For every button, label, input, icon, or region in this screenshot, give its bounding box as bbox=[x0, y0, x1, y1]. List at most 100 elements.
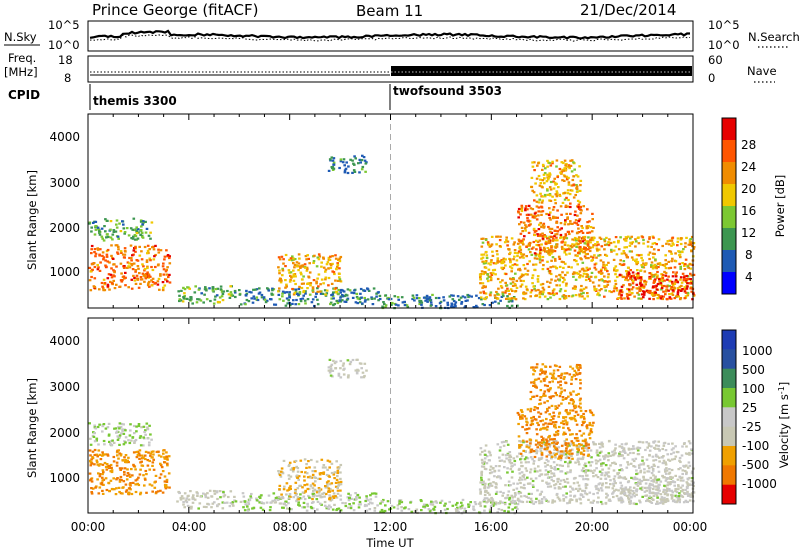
velocity-cell-8 bbox=[572, 444, 576, 447]
power-cell-10 bbox=[689, 278, 692, 281]
velocity-cell-7 bbox=[554, 483, 558, 486]
power-cell-7 bbox=[509, 265, 512, 268]
power-cell-7 bbox=[554, 239, 557, 242]
power-cell-6 bbox=[403, 300, 406, 303]
power-cell-6 bbox=[442, 299, 446, 302]
power-cell-7 bbox=[652, 266, 655, 269]
velocity-cell-3 bbox=[261, 508, 265, 511]
power-cell-3 bbox=[245, 292, 249, 295]
velocity-cell-8 bbox=[540, 453, 544, 456]
power-cell-3 bbox=[371, 303, 375, 306]
power-cell-7 bbox=[654, 273, 658, 276]
power-cell-0 bbox=[136, 265, 140, 268]
power-cell-0 bbox=[88, 279, 92, 282]
power-cell-7 bbox=[676, 240, 680, 243]
velocity-cell-0 bbox=[90, 462, 94, 465]
velocity-cell-4 bbox=[330, 482, 334, 485]
power-cell-0 bbox=[152, 248, 156, 251]
velocity-cell-7 bbox=[568, 444, 571, 447]
velocity-cell-4 bbox=[297, 475, 301, 478]
velocity-cell-7 bbox=[553, 466, 557, 469]
power-cell-8 bbox=[564, 219, 567, 222]
power-cell-7 bbox=[583, 255, 587, 258]
power-cell-9 bbox=[563, 175, 567, 178]
velocity-cell-0 bbox=[135, 478, 139, 481]
power-cell-9 bbox=[563, 159, 567, 162]
power-cell-4 bbox=[297, 262, 301, 265]
power-cell-9 bbox=[540, 201, 544, 204]
power-cell-0 bbox=[88, 266, 92, 269]
velocity-cell-2 bbox=[197, 507, 200, 510]
velocity-cell-1 bbox=[144, 429, 147, 432]
velocity-cell-7 bbox=[670, 468, 674, 472]
power-cell-0 bbox=[116, 251, 119, 254]
power-cell-2 bbox=[238, 293, 242, 296]
velocity-cell-8 bbox=[568, 417, 572, 420]
power-cell-8 bbox=[520, 204, 524, 207]
power-cell-7 bbox=[582, 287, 586, 290]
power-cell-4 bbox=[330, 282, 334, 285]
velocity-cell-0 bbox=[100, 483, 104, 486]
power-cell-0 bbox=[102, 287, 105, 290]
velocity-cell-7 bbox=[487, 499, 490, 502]
velocity-cell-4 bbox=[333, 471, 337, 474]
velocity-cell-6 bbox=[413, 509, 417, 513]
power-cell-7 bbox=[622, 263, 625, 266]
power-cell-8 bbox=[533, 230, 537, 233]
velocity-cell-1 bbox=[146, 428, 150, 431]
velocity-cell-2 bbox=[202, 492, 205, 495]
velocity-cell-8 bbox=[555, 452, 558, 455]
velocity-cell-7 bbox=[484, 482, 487, 485]
power-cell-7 bbox=[679, 237, 683, 240]
power-cell-4 bbox=[335, 291, 338, 294]
velocity-cell-4 bbox=[304, 471, 307, 474]
velocity-cell-7 bbox=[563, 440, 567, 443]
velocity-cell-7 bbox=[690, 492, 694, 495]
velocity-cell-7 bbox=[525, 469, 529, 472]
power-cell-1 bbox=[141, 235, 144, 238]
velocity-cell-7 bbox=[487, 478, 491, 481]
power-cell-2 bbox=[218, 301, 221, 304]
velocity-cell-7 bbox=[616, 473, 619, 476]
power-cell-6 bbox=[464, 305, 467, 308]
velocity-cell-3 bbox=[365, 497, 369, 500]
velocity-cell-7 bbox=[557, 477, 560, 480]
velocity-cell-6 bbox=[431, 501, 435, 504]
velocity-cell-4 bbox=[326, 483, 329, 486]
power-cell-7 bbox=[686, 291, 690, 295]
power-cell-7 bbox=[605, 236, 608, 239]
power-cell-6 bbox=[418, 299, 421, 303]
power-cell-8 bbox=[540, 225, 543, 229]
velocity-cell-2 bbox=[234, 500, 238, 503]
power-cell-8 bbox=[591, 218, 594, 221]
velocity-cell-9 bbox=[551, 380, 554, 383]
velocity-cell-0 bbox=[97, 472, 100, 475]
power-cell-8 bbox=[576, 243, 580, 246]
power-cell-0 bbox=[139, 276, 143, 279]
power-cell-4 bbox=[322, 266, 326, 269]
power-cell-10 bbox=[667, 289, 670, 292]
velocity-cell-4 bbox=[336, 469, 340, 472]
velocity-cell-0 bbox=[89, 478, 93, 481]
velocity-cell-8 bbox=[559, 456, 563, 460]
velocity-cell-7 bbox=[501, 501, 504, 504]
power-cell-1 bbox=[135, 226, 138, 229]
velocity-cell-4 bbox=[324, 466, 327, 469]
velocity-cell-7 bbox=[483, 487, 486, 490]
power-cell-7 bbox=[650, 275, 654, 278]
power-cell-7 bbox=[522, 291, 526, 294]
power-cell-8 bbox=[578, 207, 581, 210]
velocity-cell-0 bbox=[101, 469, 105, 472]
noise-sky-label: N.Sky bbox=[4, 30, 37, 44]
velocity-cell-7 bbox=[612, 491, 615, 494]
velocity-cell-1 bbox=[131, 436, 134, 439]
power-cell-7 bbox=[676, 237, 680, 240]
power-cell-7 bbox=[662, 295, 665, 298]
power-cell-7 bbox=[496, 261, 499, 264]
velocity-cell-1 bbox=[103, 443, 106, 446]
power-cell-7 bbox=[484, 266, 488, 269]
velocity-cell-7 bbox=[545, 499, 548, 502]
power-cell-10 bbox=[656, 282, 660, 286]
power-cell-0 bbox=[102, 289, 105, 292]
velocity-cell-0 bbox=[101, 489, 104, 492]
